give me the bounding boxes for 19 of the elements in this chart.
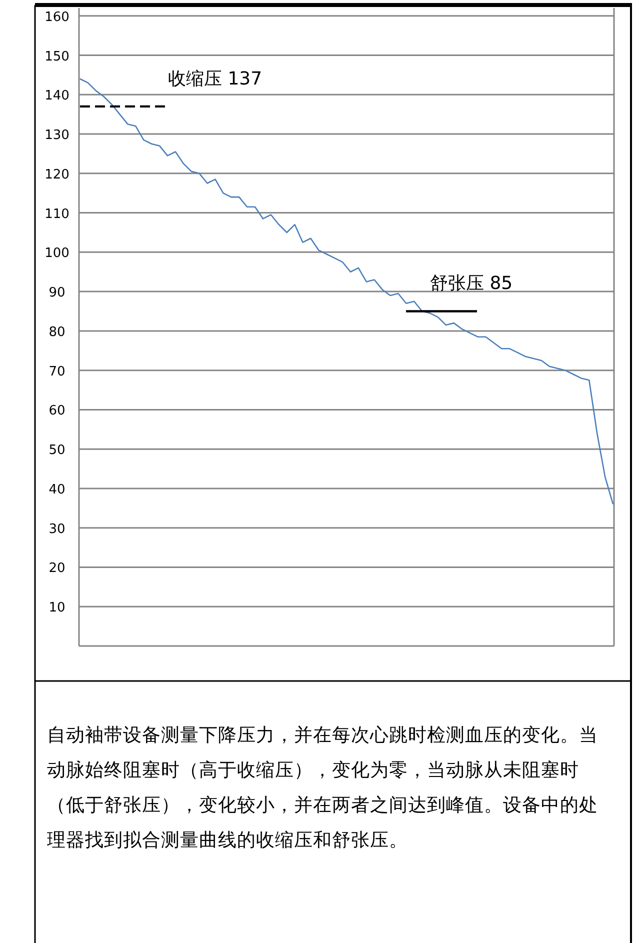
y-tick-label: 140 [44, 88, 70, 104]
y-tick-label: 160 [44, 10, 70, 25]
y-tick-label: 50 [48, 443, 66, 458]
y-tick-label: 130 [44, 128, 70, 144]
y-tick-label: 60 [48, 404, 66, 419]
y-tick-label: 120 [44, 167, 70, 182]
y-tick-label: 80 [48, 324, 66, 340]
y-tick-label: 110 [44, 206, 70, 222]
ref-line-label: 舒张压 85 [430, 273, 513, 294]
y-tick-label: 10 [48, 600, 66, 616]
y-tick-label: 150 [44, 49, 70, 64]
y-tick-label: 40 [48, 482, 66, 498]
y-tick-label: 30 [48, 522, 66, 537]
y-tick-label: 100 [44, 246, 70, 262]
y-tick-label: 20 [48, 561, 66, 576]
text: 自动袖带设备测量下降压力，并在每次心跳时检测血压的变化。当动脉始终阻塞时（高于收缩压），变化为零，当动脉从未阻塞时（低于舒张压），变化较小，并在两者之间达到峰值。设备中的处理器找到拟合测量曲线的收缩压和舒张压。 [47, 724, 599, 853]
y-tick-label: 90 [48, 286, 66, 301]
ref-line-label: 收缩压 137 [168, 68, 262, 90]
y-tick-label: 70 [48, 364, 66, 380]
